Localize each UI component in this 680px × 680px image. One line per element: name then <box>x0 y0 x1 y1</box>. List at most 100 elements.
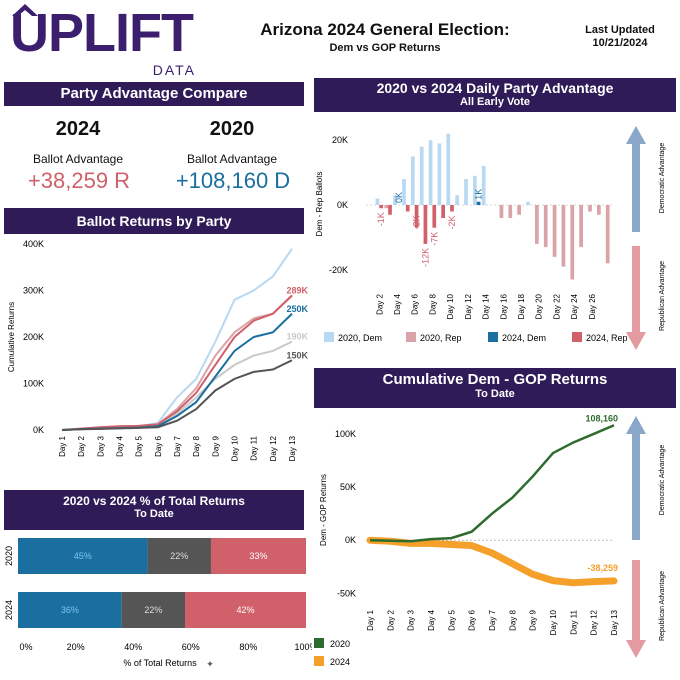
cum-dem-arrow-icon <box>626 416 646 540</box>
cum-xtick: Day 9 <box>529 609 538 630</box>
daily-bar-2024 <box>476 201 481 205</box>
cumulative-line-chart: Dem - GOP Returns 100K 50K 0K -50K 108,160 -38… <box>314 413 666 667</box>
last-updated-date: 10/21/2024 <box>592 37 648 49</box>
daily-bar-2020 <box>561 205 566 267</box>
logo-arrow-icon <box>12 4 38 16</box>
cum-xtick: Day 5 <box>447 609 456 630</box>
cumulative-band-sub: To Date <box>475 388 515 400</box>
daily-xtick: Day 6 <box>411 293 420 314</box>
daily-bar-2024 <box>414 205 419 228</box>
cum-legend-swatch <box>314 656 324 666</box>
returns-xtick: Day 8 <box>192 435 201 456</box>
daily-legend-swatch <box>406 332 416 342</box>
last-updated: Last Updated 10/21/2024 <box>570 24 670 50</box>
returns-xtick: Day 6 <box>154 435 163 456</box>
cum-xtick: Day 6 <box>468 609 477 630</box>
cum-xtick: Day 3 <box>407 609 416 630</box>
returns-ytick: 0K <box>33 425 44 435</box>
rep-advantage-arrow-icon <box>626 246 646 350</box>
daily-xtick: Day 24 <box>570 293 579 319</box>
pct-xtick: 40% <box>124 642 142 652</box>
daily-xtick: Day 16 <box>499 293 508 319</box>
cum-xtick: Day 10 <box>549 609 558 635</box>
daily-xtick: Day 12 <box>464 293 473 319</box>
year-2024-label: 2024 <box>55 118 101 140</box>
advantage-band-title: Party Advantage Compare <box>60 85 248 102</box>
ballot-advantage-2024-value: +38,259 R <box>27 168 131 193</box>
daily-bar-2020 <box>481 166 486 205</box>
cum-dem-advantage-label: Democratic Advantage <box>659 445 666 516</box>
daily-bar-2020 <box>605 205 610 264</box>
pin-icon: ✦ <box>206 659 214 669</box>
daily-bar-2020 <box>375 198 380 205</box>
pct-xtick: 0% <box>19 642 32 652</box>
page-title: Arizona 2024 General Election: <box>260 20 510 39</box>
daily-data-label: 0K <box>394 192 404 203</box>
uplift-logo: UPLIFT DATA <box>6 3 202 78</box>
daily-legend-label: 2020, Rep <box>420 333 462 343</box>
pct-segment-label: 42% <box>237 605 255 615</box>
cum-ytick: 100K <box>335 429 356 439</box>
logo-subtext: DATA <box>152 62 196 78</box>
pct-segment-label: 45% <box>74 551 92 561</box>
pct-segment <box>121 592 186 628</box>
cum-end-label-2024: -38,259 <box>587 563 618 573</box>
daily-bar-2020 <box>464 179 468 205</box>
returns-end-label: 150K <box>286 350 308 360</box>
daily-data-label: -7K <box>429 232 439 246</box>
pct-xtick: 20% <box>67 642 85 652</box>
returns-series-line <box>61 294 293 431</box>
daily-xtick: Day 18 <box>517 293 526 319</box>
daily-bar-2020 <box>472 175 477 205</box>
pct-xlabel: % of Total Returns <box>123 658 197 668</box>
daily-data-label: 1K <box>474 189 484 200</box>
cum-rep-arrow-icon <box>626 560 646 658</box>
cum-ytick: 0K <box>345 535 356 545</box>
ballot-advantage-2020-value: +108,160 D <box>175 168 291 193</box>
daily-bar-2020 <box>552 205 557 257</box>
pct-row-year: 2024 <box>4 600 14 620</box>
logo-wordmark: UPLIFT <box>10 3 194 63</box>
cum-series-2024 <box>366 536 618 587</box>
daily-bar-2020 <box>393 195 397 205</box>
cum-xtick: Day 8 <box>508 609 517 630</box>
daily-bar-2024 <box>388 205 392 215</box>
ballot-advantage-2024-label: Ballot Advantage <box>32 152 124 166</box>
dem-advantage-arrow-icon <box>626 126 646 232</box>
pct-segment <box>210 538 306 574</box>
returns-xtick: Day 11 <box>250 435 259 460</box>
daily-bar-2020 <box>384 205 389 209</box>
cum-ytick: 50K <box>340 482 356 492</box>
daily-data-label: -2K <box>412 215 422 229</box>
daily-bar-2024 <box>450 205 454 212</box>
cum-xtick: Day 4 <box>427 609 436 630</box>
daily-legend-swatch <box>324 332 334 342</box>
returns-line-chart: Cumulative Returns 0K 100K 200K 300K 400K Day … <box>7 239 309 461</box>
returns-series-line <box>61 248 293 431</box>
daily-xtick: Day 20 <box>535 293 544 319</box>
returns-series-line <box>61 294 293 431</box>
daily-xtick: Day 8 <box>428 293 437 314</box>
daily-data-label: -12K <box>420 248 430 267</box>
returns-end-label: 190K <box>286 332 308 342</box>
cum-xtick: Day 2 <box>386 609 395 630</box>
cum-xtick: Day 11 <box>569 609 578 634</box>
cumulative-band: Cumulative Dem - GOP Returns To Date <box>314 368 676 408</box>
returns-xtick: Day 5 <box>135 435 144 456</box>
daily-bar-2020 <box>428 140 433 205</box>
daily-bar-2020 <box>410 156 415 205</box>
cum-ylabel: Dem - GOP Returns <box>319 474 328 546</box>
daily-xtick: Day 26 <box>588 293 597 319</box>
returns-xtick: Day 3 <box>96 435 105 456</box>
daily-bar-2020 <box>446 133 451 205</box>
pct-segment <box>185 592 306 628</box>
daily-bar-2020 <box>526 201 530 205</box>
pct-segment-label: 22% <box>170 551 188 561</box>
daily-bar-2024 <box>405 205 410 212</box>
cum-legend-label: 2024 <box>330 657 350 667</box>
pct-band-title: 2020 vs 2024 % of Total Returns <box>63 494 245 508</box>
daily-bar-2020 <box>543 205 548 248</box>
dem-advantage-label: Democratic Advantage <box>659 143 666 214</box>
daily-legend-swatch <box>572 332 582 342</box>
cum-xtick: Day 1 <box>366 609 375 630</box>
